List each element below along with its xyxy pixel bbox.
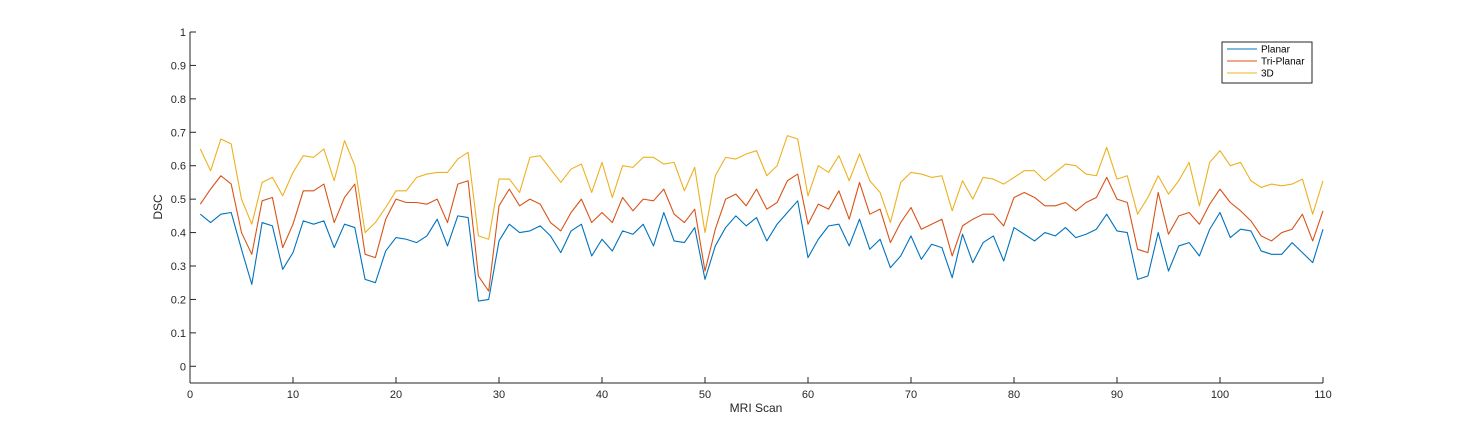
x-axis-ticks: 0 10 20 30 40 50 60 70 80 90 100 110	[187, 377, 1332, 401]
plot-background	[190, 32, 1323, 383]
plot-area	[189, 32, 1324, 384]
legend-label-planar: Planar	[1261, 45, 1291, 56]
y-tick-label: 0.1	[171, 328, 186, 340]
series-line-tri-planar	[199, 173, 1324, 292]
x-tick-label: 90	[1111, 389, 1123, 401]
x-tick-label: 50	[699, 389, 711, 401]
y-tick-label: 0.6	[171, 161, 186, 173]
x-tick-label: 60	[802, 389, 814, 401]
y-tick-label: 0.7	[171, 127, 186, 139]
x-axis-label: MRI Scan	[730, 401, 783, 415]
y-tick-label: 0.3	[171, 261, 186, 273]
y-tick-label: 0	[180, 361, 186, 373]
y-tick-label: 0.2	[171, 294, 186, 306]
y-axis-ticks: 0 0.1 0.2 0.3 0.4 0.5 0.6 0.7 0.8 0.9 1	[171, 27, 196, 373]
legend-label-3d: 3D	[1261, 69, 1274, 80]
x-tick-label: 40	[596, 389, 608, 401]
x-tick-label: 70	[905, 389, 917, 401]
y-tick-label: 0.4	[171, 228, 186, 240]
legend-label-tri-planar: Tri-Planar	[1261, 57, 1305, 68]
series-line-3d	[199, 135, 1324, 240]
x-tick-label: 10	[287, 389, 299, 401]
x-tick-label: 0	[187, 389, 193, 401]
y-tick-label: 0.5	[171, 194, 186, 206]
x-tick-label: 100	[1211, 389, 1229, 401]
y-tick-label: 0.9	[171, 60, 186, 72]
x-tick-label: 30	[493, 389, 505, 401]
series-line-planar	[199, 200, 1324, 302]
y-tick-label: 0.8	[171, 94, 186, 106]
x-tick-label: 80	[1008, 389, 1020, 401]
x-tick-label: 110	[1314, 389, 1332, 401]
series-layer	[199, 135, 1324, 302]
x-tick-label: 20	[390, 389, 402, 401]
y-axis-label: DSC	[151, 194, 165, 220]
y-tick-label: 1	[180, 27, 186, 39]
